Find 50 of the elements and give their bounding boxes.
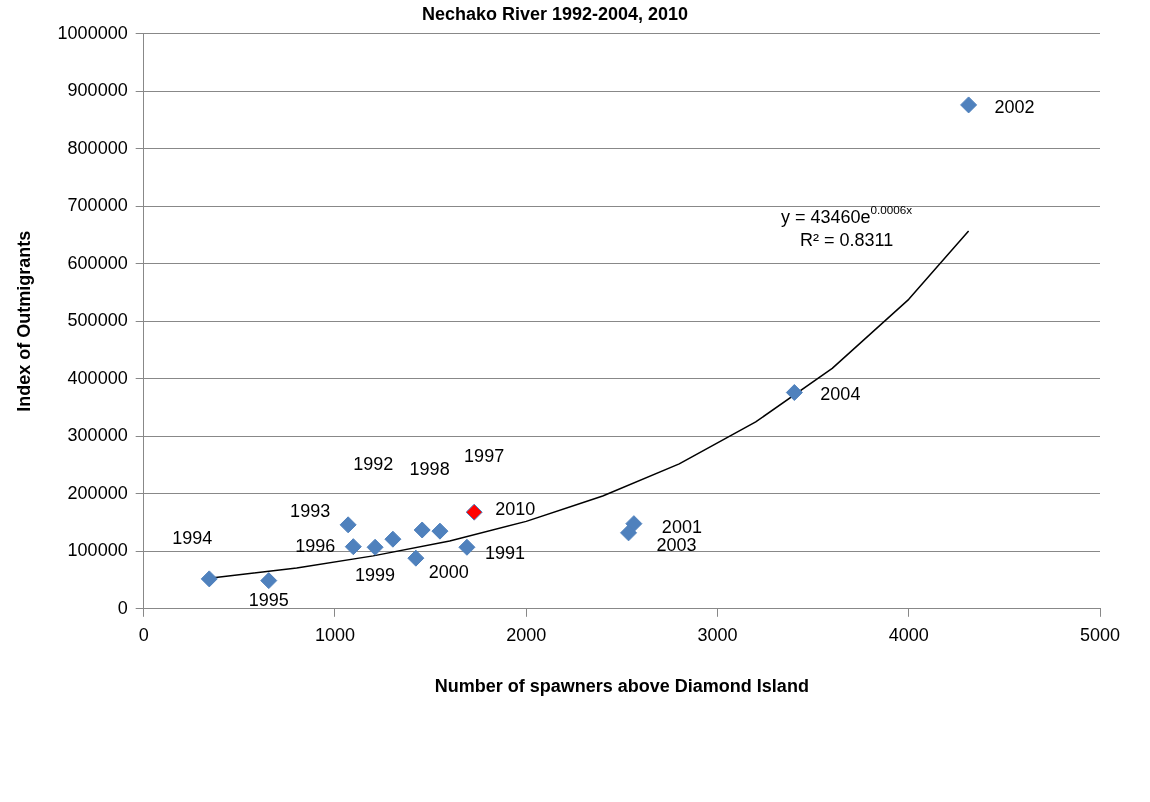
y-tick-label: 200000	[67, 482, 128, 503]
point	[960, 96, 978, 114]
point	[465, 503, 483, 521]
y-tick-label: 600000	[67, 252, 128, 273]
point	[620, 524, 638, 542]
annotation: 1996	[295, 535, 336, 556]
y-tick-label: 100000	[67, 540, 128, 561]
annotation: 2002	[994, 96, 1035, 117]
annotation: 2000	[428, 562, 469, 583]
annotation: 2003	[656, 534, 697, 555]
point	[339, 516, 357, 534]
annotation: 2004	[820, 384, 861, 405]
annotation: 1994	[172, 527, 213, 548]
point	[344, 538, 362, 556]
annotation: R² = 0.8311	[799, 230, 894, 251]
x-tick-label: 3000	[697, 624, 738, 645]
annotation: 1993	[290, 500, 331, 521]
y-axis-title: Index of Outmigrants	[13, 230, 34, 412]
x-tick-label: 2000	[506, 624, 547, 645]
point	[384, 530, 402, 548]
annotation: 1995	[248, 589, 289, 610]
point	[366, 538, 384, 556]
y-tick-label: 400000	[67, 367, 128, 388]
point	[200, 570, 218, 588]
x-tick-label: 1000	[314, 624, 355, 645]
annotation: 2001	[661, 516, 702, 537]
x-axis-title: Number of spawners above Diamond Island	[434, 676, 809, 697]
point	[413, 521, 431, 539]
annotation: 2010	[495, 499, 536, 520]
annotation: 1991	[484, 543, 525, 564]
point	[431, 522, 449, 540]
point	[407, 549, 425, 567]
chart-title: Nechako River 1992-2004, 2010	[421, 3, 689, 24]
y-tick-label: 1000000	[57, 22, 128, 43]
y-tick-label: 900000	[67, 80, 128, 101]
y-tick-label: 300000	[67, 425, 128, 446]
point	[785, 384, 803, 402]
annotation: 1999	[355, 565, 396, 586]
x-tick-label: 5000	[1079, 624, 1121, 645]
y-tick-label: 800000	[67, 137, 128, 158]
annotation: 1992	[353, 453, 394, 474]
y-tick-label: 700000	[67, 195, 128, 216]
point	[260, 572, 278, 590]
annotation: 1997	[464, 445, 505, 466]
y-tick-label: 0	[117, 597, 128, 618]
point	[458, 538, 476, 556]
y-tick-label: 500000	[67, 310, 128, 331]
x-tick-label: 0	[138, 624, 149, 645]
annotation: 1998	[409, 458, 450, 479]
x-tick-label: 4000	[888, 624, 929, 645]
